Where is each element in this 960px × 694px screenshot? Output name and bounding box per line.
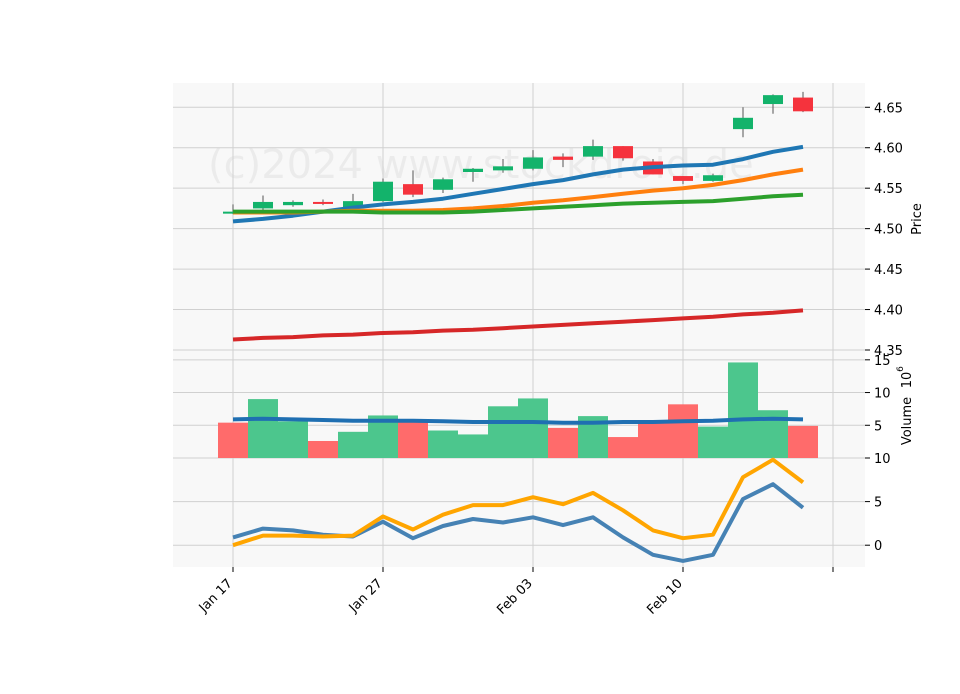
price-tick-label: 4.65 [874,101,903,116]
x-tick-label: Jan 17 [196,576,236,616]
plot-background [173,83,865,567]
candle-body [463,168,483,172]
candle-body [253,201,273,209]
candle-body [703,175,723,181]
indicator-line [232,457,805,548]
price-tick-label: 4.50 [874,223,903,238]
price-axis-label: Price [910,203,925,235]
volume-bar [218,422,248,458]
candle-body [763,95,783,105]
volume-bar [518,398,548,458]
volume-bar [248,399,278,458]
candle-body [373,181,393,202]
volume-axis-label: Volume [900,397,915,445]
volume-panel [218,362,818,458]
price-tick-label: 4.35 [874,344,903,359]
candle-body [403,184,423,195]
grid-lines [173,83,865,567]
candle-body [733,117,753,130]
x-tick-label: Feb 03 [494,576,536,618]
volume-bar [698,426,728,458]
candle-body [673,176,693,181]
volume-bar [428,430,458,458]
indicator-tick-label: 0 [874,539,882,554]
volume-bar [608,437,638,458]
candle-body [613,146,633,159]
candle-body [583,146,603,157]
volume-bar [548,427,578,458]
price-tick-label: 4.60 [874,142,903,157]
candle-body [553,156,573,160]
volume-exponent-power: 6 [896,366,906,372]
price-tick-label: 4.40 [874,304,903,319]
price-tick-label: 4.45 [874,263,903,278]
volume-bar [788,425,818,458]
candle-body [523,157,543,169]
x-tick-label: Feb 10 [644,576,686,618]
volume-tick-label: 10 [874,387,891,402]
price-ma-line [232,308,804,342]
volume-bar [638,423,668,458]
volume-tick-label: 15 [874,354,891,369]
price-panel [223,91,813,342]
indicator-tick-label: 10 [874,452,891,467]
volume-bar [398,420,428,458]
candle-body [493,166,513,171]
candle-body [343,201,363,208]
candle-body [313,201,333,204]
candle-body [793,97,813,112]
candle-body [433,179,453,190]
price-tick-label: 4.55 [874,182,903,197]
indicator-tick-label: 5 [874,496,882,511]
volume-bar [338,431,368,458]
volume-bar [458,434,488,458]
volume-bar [308,440,338,458]
x-tick-label: Jan 27 [346,576,386,616]
volume-exponent-label: 10 [900,372,915,389]
candle-body [283,201,303,206]
volume-bar [278,421,308,458]
volume-tick-label: 5 [874,419,882,434]
volume-bar [728,362,758,458]
volume-bar [488,406,518,458]
volume-ma-line [232,416,804,425]
volume-bar [668,404,698,458]
indicator-panel [232,457,805,563]
price-ma-line [233,192,804,215]
